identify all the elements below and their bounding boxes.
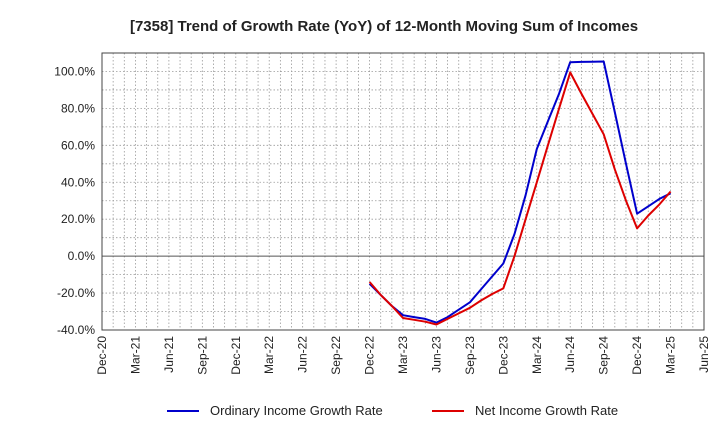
x-tick-label: Jun-21: [162, 336, 176, 373]
y-tick-label: 100.0%: [54, 64, 95, 78]
y-tick-label: 0.0%: [68, 249, 96, 263]
x-tick-label: Dec-24: [630, 336, 644, 375]
x-tick-label: Dec-20: [95, 336, 109, 375]
x-tick-label: Mar-23: [396, 336, 410, 374]
x-tick-label: Jun-24: [563, 336, 577, 373]
x-tick-label: Dec-21: [229, 336, 243, 375]
y-tick-label: 40.0%: [61, 175, 95, 189]
x-tick-label: Sep-21: [195, 336, 209, 375]
y-tick-label: 20.0%: [61, 212, 95, 226]
y-tick-label: -20.0%: [57, 286, 95, 300]
x-tick-label: Mar-25: [664, 336, 678, 374]
x-tick-label: Mar-21: [128, 336, 142, 374]
x-tick-label: Jun-22: [296, 336, 310, 373]
y-tick-label: 80.0%: [61, 101, 95, 115]
chart-title: [7358] Trend of Growth Rate (YoY) of 12-…: [130, 18, 638, 35]
plot-area: -40.0% -20.0% 0.0% 20.0% 40.0% 60.0% 80.0% 100.…: [54, 52, 711, 375]
legend-label: Net Income Growth Rate: [475, 403, 618, 418]
legend-label: Ordinary Income Growth Rate: [210, 403, 383, 418]
x-tick-label: Sep-24: [597, 336, 611, 375]
plot-border: [101, 52, 705, 331]
x-tick-label: Sep-23: [463, 336, 477, 375]
x-tick-label: Mar-22: [262, 336, 276, 374]
x-tick-label: Dec-23: [496, 336, 510, 375]
x-tick-label: Dec-22: [363, 336, 377, 375]
y-tick-label: 60.0%: [61, 138, 95, 152]
x-tick-label: Jun-25: [697, 336, 711, 373]
series-line-net-income: [368, 71, 672, 326]
x-tick-label: Sep-22: [329, 336, 343, 375]
x-tick-label: Jun-23: [429, 336, 443, 373]
x-tick-label: Mar-24: [530, 336, 544, 374]
series-line-ordinary-income: [368, 60, 672, 324]
y-tick-label: -40.0%: [57, 323, 95, 337]
legend: Ordinary Income Growth Rate Net Income Gr…: [167, 403, 618, 418]
